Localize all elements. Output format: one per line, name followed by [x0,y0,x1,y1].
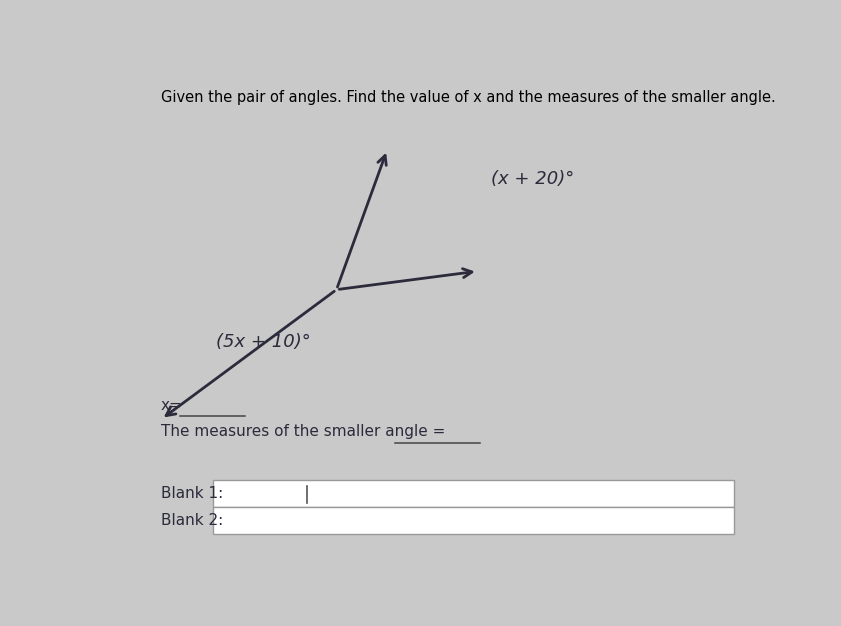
Text: Blank 1:: Blank 1: [161,486,223,501]
FancyBboxPatch shape [213,480,734,506]
Text: Given the pair of angles. Find the value of x and the measures of the smaller an: Given the pair of angles. Find the value… [161,90,775,105]
Text: The measures of the smaller angle =: The measures of the smaller angle = [161,424,445,439]
FancyBboxPatch shape [213,508,734,534]
Text: (5x + 10)°: (5x + 10)° [216,333,310,351]
Text: x=: x= [161,398,182,413]
Text: (x + 20)°: (x + 20)° [491,170,574,188]
Text: Blank 2:: Blank 2: [161,513,223,528]
